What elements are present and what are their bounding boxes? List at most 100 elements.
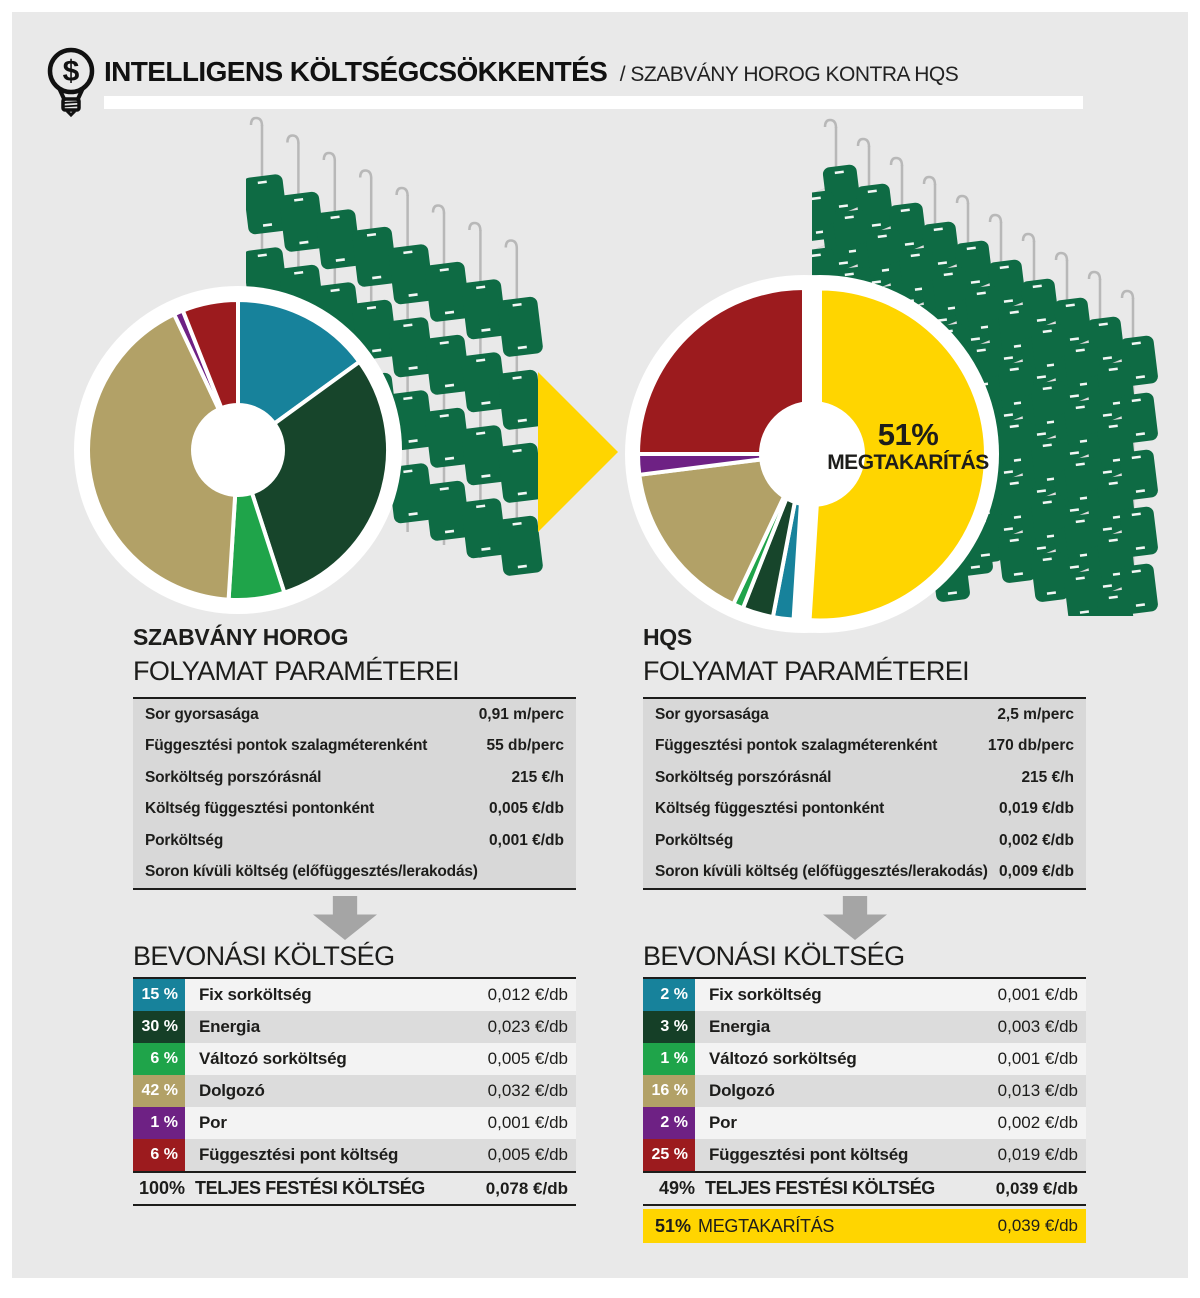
param-row: Sor gyorsasága 0,91 m/perc xyxy=(133,699,576,731)
param-label: Soron kívüli költség (előfüggesztés/lera… xyxy=(145,863,478,881)
cost-row: 2 % Por 0,002 €/db xyxy=(643,1107,1086,1139)
total-value: 0,078 €/db xyxy=(485,1178,568,1198)
cost-label: Energia xyxy=(709,1017,770,1036)
cost-value: 0,023 €/db xyxy=(487,1017,568,1036)
total-row-hqs: 49% TELJES FESTÉSI KÖLTSÉG 0,039 €/db xyxy=(643,1173,1086,1206)
total-percent: 100% xyxy=(138,1178,185,1198)
param-row: Sorköltség porszórásnál 215 €/h xyxy=(643,762,1086,794)
param-row: Soron kívüli költség (előfüggesztés/lera… xyxy=(643,857,1086,889)
cost-row: 2 % Fix sorköltség 0,001 €/db xyxy=(643,979,1086,1011)
param-label: Függesztési pontok szalagméterenként xyxy=(145,737,428,755)
title-text: INTELLIGENS KÖLTSÉGCSÖKKENTÉS xyxy=(104,56,608,87)
cost-row: 16 % Dolgozó 0,013 €/db xyxy=(643,1075,1086,1107)
cost-label: Változó sorköltség xyxy=(199,1049,347,1068)
params-title-right: FOLYAMAT PARAMÉTEREI xyxy=(643,656,970,686)
cost-value: 0,019 €/db xyxy=(997,1145,1078,1164)
cost-value: 0,005 €/db xyxy=(487,1145,568,1164)
param-label: Sorköltség porszórásnál xyxy=(145,768,322,786)
cost-value: 0,001 €/db xyxy=(487,1113,568,1132)
param-value: 0,009 €/db xyxy=(999,863,1074,881)
param-value: 215 €/h xyxy=(1021,768,1074,786)
param-value: 2,5 m/perc xyxy=(997,705,1074,723)
param-row: Soron kívüli költség (előfüggesztés/lera… xyxy=(133,857,576,889)
percent-badge: 16 % xyxy=(643,1075,695,1107)
percent-badge: 2 % xyxy=(643,979,695,1011)
section-name-hqs: HQS xyxy=(643,624,692,650)
dollar-lightbulb-icon: $ xyxy=(47,47,95,118)
param-value: 0,001 €/db xyxy=(489,831,564,849)
param-value: 215 €/h xyxy=(511,768,564,786)
param-value: 0,002 €/db xyxy=(999,831,1074,849)
costs-title-left: BEVONÁSI KÖLTSÉG xyxy=(133,941,395,971)
savings-callout-label: MEGTAKARÍTÁS xyxy=(827,450,989,474)
param-row: Porköltség 0,002 €/db xyxy=(643,825,1086,857)
param-value: 170 db/perc xyxy=(987,737,1074,755)
param-row: Függesztési pontok szalagméterenként 170 … xyxy=(643,731,1086,763)
total-label: TELJES FESTÉSI KÖLTSÉG xyxy=(705,1178,935,1198)
percent-badge: 25 % xyxy=(643,1139,695,1171)
param-row: Költség függesztési pontonként 0,005 €/db xyxy=(133,794,576,826)
param-value: 0,91 m/perc xyxy=(478,705,564,723)
section-name-standard-hook: SZABVÁNY HOROG xyxy=(133,624,349,650)
cost-row: 25 % Függesztési pont költség 0,019 €/db xyxy=(643,1139,1086,1171)
cost-label: Por xyxy=(709,1113,737,1132)
title-underline xyxy=(104,96,1083,109)
param-label: Sor gyorsasága xyxy=(145,705,259,723)
subtitle-text: / SZABVÁNY HOROG KONTRA HQS xyxy=(619,63,959,86)
cost-row: 42 % Dolgozó 0,032 €/db xyxy=(133,1075,576,1107)
cost-value: 0,005 €/db xyxy=(487,1049,568,1068)
percent-badge: 15 % xyxy=(133,979,185,1011)
cost-value: 0,012 €/db xyxy=(487,985,568,1004)
cost-label: Energia xyxy=(199,1017,260,1036)
total-row-standard-hook: 100% TELJES FESTÉSI KÖLTSÉG 0,078 €/db xyxy=(133,1173,576,1206)
cost-value: 0,001 €/db xyxy=(997,985,1078,1004)
cost-label: Fix sorköltség xyxy=(199,985,312,1004)
param-row: Költség függesztési pontonként 0,019 €/db xyxy=(643,794,1086,826)
cost-row: 6 % Változó sorköltség 0,005 €/db xyxy=(133,1043,576,1075)
param-label: Porköltség xyxy=(145,831,224,849)
total-value: 0,039 €/db xyxy=(995,1178,1078,1198)
savings-row-hqs: 51% MEGTAKARÍTÁS 0,039 €/db xyxy=(643,1209,1086,1243)
cost-label: Dolgozó xyxy=(709,1081,775,1100)
param-label: Függesztési pontok szalagméterenként xyxy=(655,737,938,755)
percent-badge: 1 % xyxy=(643,1043,695,1075)
svg-text:$: $ xyxy=(63,55,80,88)
param-value: 55 db/perc xyxy=(486,737,564,755)
cost-table-standard-hook: 15 % Fix sorköltség 0,012 €/db 30 % Energia… xyxy=(133,977,576,1173)
param-row: Sor gyorsasága 2,5 m/perc xyxy=(643,699,1086,731)
pie-chart-standard-hook xyxy=(74,286,402,614)
cost-row: 30 % Energia 0,023 €/db xyxy=(133,1011,576,1043)
savings-percent: 51% xyxy=(655,1215,692,1236)
param-label: Soron kívüli költség (előfüggesztés/lera… xyxy=(655,863,988,881)
cost-table-hqs: 2 % Fix sorköltség 0,001 €/db 3 % Energia 0,… xyxy=(643,977,1086,1173)
param-label: Költség függesztési pontonként xyxy=(655,800,885,818)
cost-label: Fix sorköltség xyxy=(709,985,822,1004)
cost-label: Por xyxy=(199,1113,227,1132)
total-label: TELJES FESTÉSI KÖLTSÉG xyxy=(195,1178,425,1198)
param-row: Porköltség 0,001 €/db xyxy=(133,825,576,857)
percent-badge: 30 % xyxy=(133,1011,185,1043)
savings-value: 0,039 €/db xyxy=(997,1216,1078,1235)
param-table-hqs: Sor gyorsasága 2,5 m/perc Függesztési pon… xyxy=(643,697,1086,890)
percent-badge: 3 % xyxy=(643,1011,695,1043)
percent-badge: 6 % xyxy=(133,1043,185,1075)
cost-value: 0,032 €/db xyxy=(487,1081,568,1100)
savings-callout: 51% MEGTAKARÍTÁS xyxy=(812,417,1004,474)
cost-row: 1 % Változó sorköltség 0,001 €/db xyxy=(643,1043,1086,1075)
page-title: INTELLIGENS KÖLTSÉGCSÖKKENTÉS / SZABVÁNY… xyxy=(104,56,959,88)
param-label: Sor gyorsasága xyxy=(655,705,769,723)
savings-callout-percent: 51% xyxy=(877,417,939,452)
savings-label: MEGTAKARÍTÁS xyxy=(698,1215,835,1236)
param-label: Porköltség xyxy=(655,831,734,849)
param-label: Költség függesztési pontonként xyxy=(145,800,375,818)
cost-label: Dolgozó xyxy=(199,1081,265,1100)
param-table-standard-hook: Sor gyorsasága 0,91 m/perc Függesztési po… xyxy=(133,697,576,890)
cost-row: 3 % Energia 0,003 €/db xyxy=(643,1011,1086,1043)
cost-row: 6 % Függesztési pont költség 0,005 €/db xyxy=(133,1139,576,1171)
param-value: 0,019 €/db xyxy=(999,800,1074,818)
percent-badge: 42 % xyxy=(133,1075,185,1107)
cost-row: 1 % Por 0,001 €/db xyxy=(133,1107,576,1139)
costs-title-right: BEVONÁSI KÖLTSÉG xyxy=(643,941,905,971)
cost-value: 0,002 €/db xyxy=(997,1113,1078,1132)
